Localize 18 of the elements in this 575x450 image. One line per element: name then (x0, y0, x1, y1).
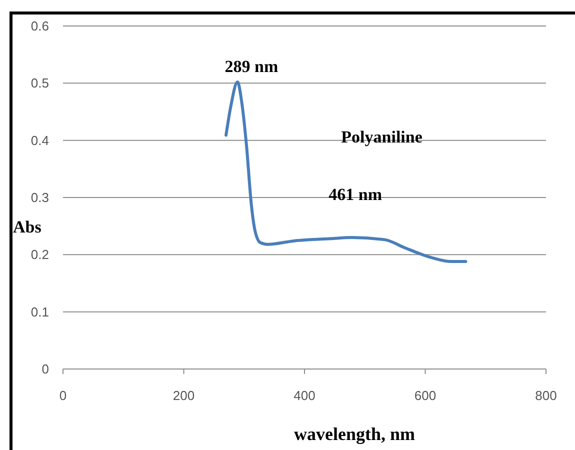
text: Polyaniline (341, 128, 423, 147)
x-tick-label: 200 (172, 388, 195, 403)
x-axis-title: wavelength, nm (294, 424, 416, 444)
y-tick-label: 0.6 (30, 18, 49, 34)
line-series (224, 80, 468, 264)
annotation: 289 nm (224, 57, 278, 76)
x-tick-label: 400 (294, 388, 316, 403)
y-tick-label: 0.5 (30, 76, 49, 91)
y-tick-label: 0.4 (30, 132, 49, 148)
x-tick-label: 600 (414, 388, 436, 403)
x-tick-label: 800 (535, 388, 557, 403)
annotation: 461 nm (328, 185, 382, 204)
x-tick-label: 0 (59, 388, 67, 403)
y-axis-title: Abs (13, 218, 42, 236)
y-tick-label: 0 (42, 362, 49, 377)
y-tick-label: 0.3 (30, 190, 49, 206)
y-tick-label: 0.2 (30, 247, 49, 262)
y-tick-label: 0.1 (30, 304, 49, 320)
